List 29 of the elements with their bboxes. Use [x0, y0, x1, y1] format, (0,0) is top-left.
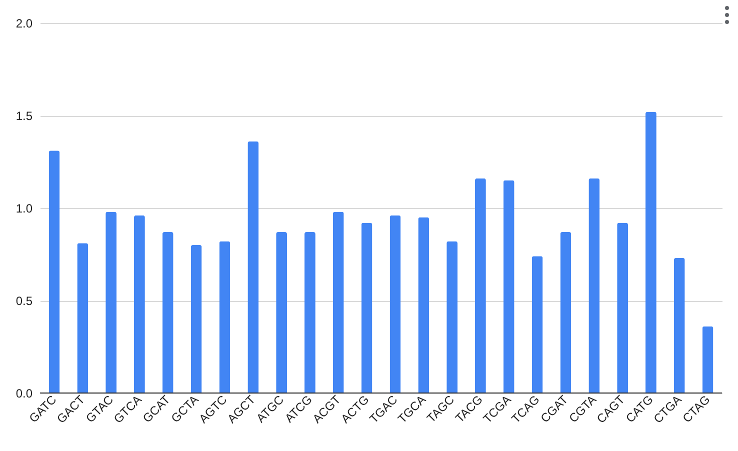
bar	[617, 222, 628, 393]
bar	[702, 326, 714, 393]
bar	[106, 212, 117, 393]
bar	[560, 232, 572, 393]
bar	[219, 241, 230, 393]
bar	[532, 256, 543, 393]
bar	[418, 217, 430, 393]
bar	[190, 245, 202, 393]
bar	[390, 215, 401, 393]
bar	[77, 243, 88, 393]
y-tick-label: 0.0	[16, 386, 33, 400]
y-tick-label: 0.5	[16, 294, 33, 308]
bar	[304, 232, 316, 393]
bar	[503, 180, 514, 393]
bar	[588, 178, 600, 393]
bar	[162, 232, 174, 393]
bar	[332, 212, 344, 393]
bar	[361, 222, 372, 393]
y-tick-label: 1.5	[16, 109, 33, 123]
bar	[474, 178, 486, 393]
bar	[446, 241, 458, 393]
bar	[134, 215, 145, 393]
bar	[645, 112, 656, 393]
y-tick-label: 1.0	[16, 202, 33, 216]
bar	[276, 232, 288, 393]
bar	[248, 141, 259, 393]
bar	[674, 258, 685, 393]
y-tick-label: 2.0	[16, 16, 33, 30]
bar	[48, 150, 60, 393]
